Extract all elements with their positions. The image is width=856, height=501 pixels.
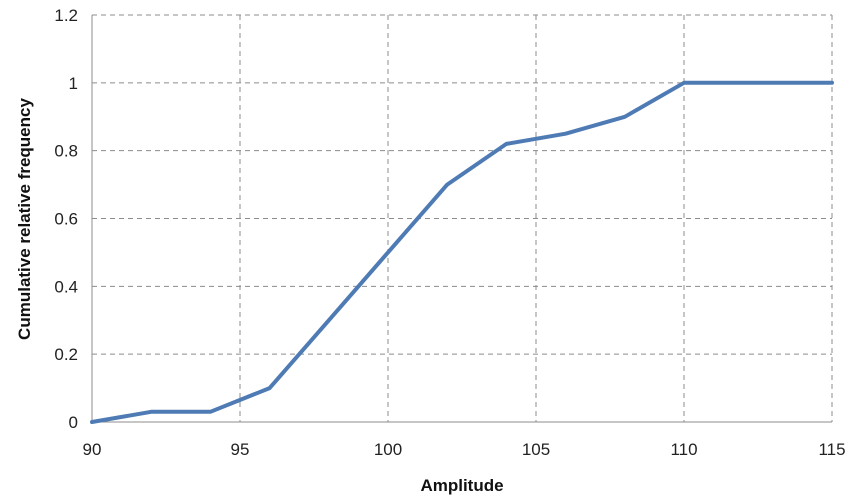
x-tick-label: 95 xyxy=(231,440,250,459)
y-tick-label: 0.6 xyxy=(54,210,78,229)
x-tick-label: 100 xyxy=(374,440,402,459)
x-tick-label: 110 xyxy=(670,440,697,459)
x-tick-labels: 90 95 100 105 110 115 xyxy=(83,440,846,459)
gridlines xyxy=(92,14,833,422)
x-tick-label: 90 xyxy=(83,440,102,459)
x-axis-title: Amplitude xyxy=(420,476,503,495)
y-tick-label: 0.2 xyxy=(54,345,78,364)
axes xyxy=(91,15,832,423)
series-group xyxy=(90,80,834,424)
series-line xyxy=(90,80,834,424)
y-axis-title: Cumulative relative frequency xyxy=(15,98,34,340)
y-tick-labels: 0 0.2 0.4 0.6 0.8 1 1.2 xyxy=(54,6,78,432)
x-tick-label: 115 xyxy=(818,440,845,459)
y-tick-label: 0.8 xyxy=(54,142,78,161)
y-tick-label: 0.4 xyxy=(54,277,78,296)
x-tick-label: 105 xyxy=(522,440,550,459)
y-tick-label: 0 xyxy=(69,413,78,432)
y-tick-label: 1 xyxy=(69,74,78,93)
y-tick-label: 1.2 xyxy=(54,6,78,25)
